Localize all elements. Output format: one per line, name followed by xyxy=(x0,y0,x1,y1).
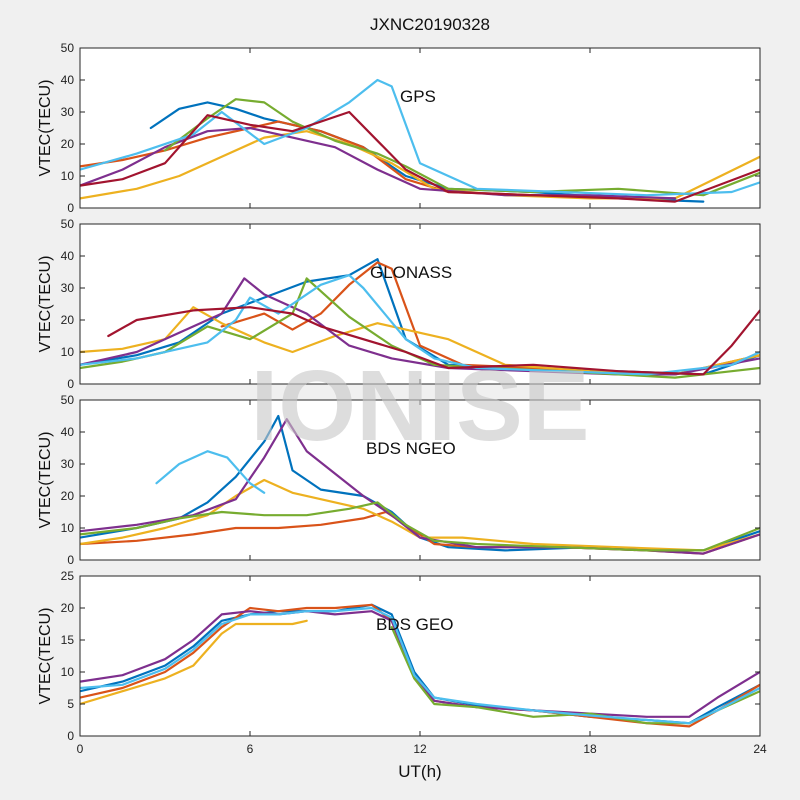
series-line-6 xyxy=(80,606,760,725)
y-tick-label: 10 xyxy=(61,169,75,183)
y-axis-label: VTEC(TECU) xyxy=(37,256,54,353)
y-tick-label: 10 xyxy=(61,665,75,679)
y-tick-label: 20 xyxy=(61,489,75,503)
series-line-3 xyxy=(80,619,308,706)
y-tick-label: 20 xyxy=(61,137,75,151)
y-tick-label: 25 xyxy=(61,569,75,583)
y-axis-label: VTEC(TECU) xyxy=(37,432,54,529)
series-line-5 xyxy=(80,277,760,379)
series-line-6 xyxy=(155,450,266,494)
series-group xyxy=(80,258,760,379)
y-tick-label: 10 xyxy=(61,345,75,359)
y-tick-label: 50 xyxy=(61,217,75,231)
y-tick-label: 30 xyxy=(61,281,75,295)
y-tick-label: 40 xyxy=(61,425,75,439)
y-axis-label: VTEC(TECU) xyxy=(37,80,54,177)
series-line-5 xyxy=(163,98,760,197)
y-tick-label: 15 xyxy=(61,633,75,647)
y-tick-label: 0 xyxy=(67,377,74,391)
x-tick-label: 12 xyxy=(413,742,427,756)
y-axis-label: VTEC(TECU) xyxy=(37,608,54,705)
panel-bds-geo: 0 5 10 15 20 25 0 6 12 18 24 VTEC(TECU) BDS GEO xyxy=(37,569,767,756)
series-line-3 xyxy=(80,478,760,552)
panel-annotation: BDS NGEO xyxy=(366,439,456,458)
y-tick-label: 5 xyxy=(67,697,74,711)
x-axis-label: UT(h) xyxy=(398,762,441,781)
panel-annotation: GLONASS xyxy=(370,263,452,282)
x-tick-label: 0 xyxy=(77,742,84,756)
x-tick-label: 6 xyxy=(247,742,254,756)
panel-bds-ngeo: 0 10 20 30 40 50 VTEC(TECU) BDS NGEO xyxy=(37,393,761,567)
series-line-4 xyxy=(80,610,760,718)
series-line-6 xyxy=(80,274,760,376)
y-tick-label: 30 xyxy=(61,105,75,119)
y-tick-label: 20 xyxy=(61,601,75,615)
y-tick-label: 20 xyxy=(61,313,75,327)
y-tick-label: 10 xyxy=(61,521,75,535)
y-tick-label: 40 xyxy=(61,73,75,87)
panel-annotation: BDS GEO xyxy=(376,615,453,634)
series-line-6 xyxy=(80,78,760,197)
series-group xyxy=(80,414,760,555)
figure-title: JXNC20190328 xyxy=(370,15,490,34)
series-line-5 xyxy=(80,501,760,552)
y-tick-label: 0 xyxy=(67,729,74,743)
y-tick-label: 30 xyxy=(61,457,75,471)
y-tick-label: 50 xyxy=(61,41,75,55)
x-tick-label: 18 xyxy=(583,742,597,756)
plot-area xyxy=(80,576,760,736)
panel-gps: 0 10 20 30 40 50 VTEC(TECU) GPS xyxy=(37,41,761,215)
x-tick-label: 24 xyxy=(753,742,767,756)
y-tick-label: 40 xyxy=(61,249,75,263)
series-group xyxy=(80,603,760,728)
watermark-text: IONISE xyxy=(251,350,590,462)
y-tick-label: 0 xyxy=(67,553,74,567)
y-tick-label: 50 xyxy=(61,393,75,407)
series-group xyxy=(80,78,760,203)
series-line-7 xyxy=(107,306,760,376)
panel-annotation: GPS xyxy=(400,87,436,106)
panel-glonass: 0 10 20 30 40 50 VTEC(TECU) GLONASS xyxy=(37,217,761,391)
y-tick-label: 0 xyxy=(67,201,74,215)
series-line-7 xyxy=(80,110,760,203)
